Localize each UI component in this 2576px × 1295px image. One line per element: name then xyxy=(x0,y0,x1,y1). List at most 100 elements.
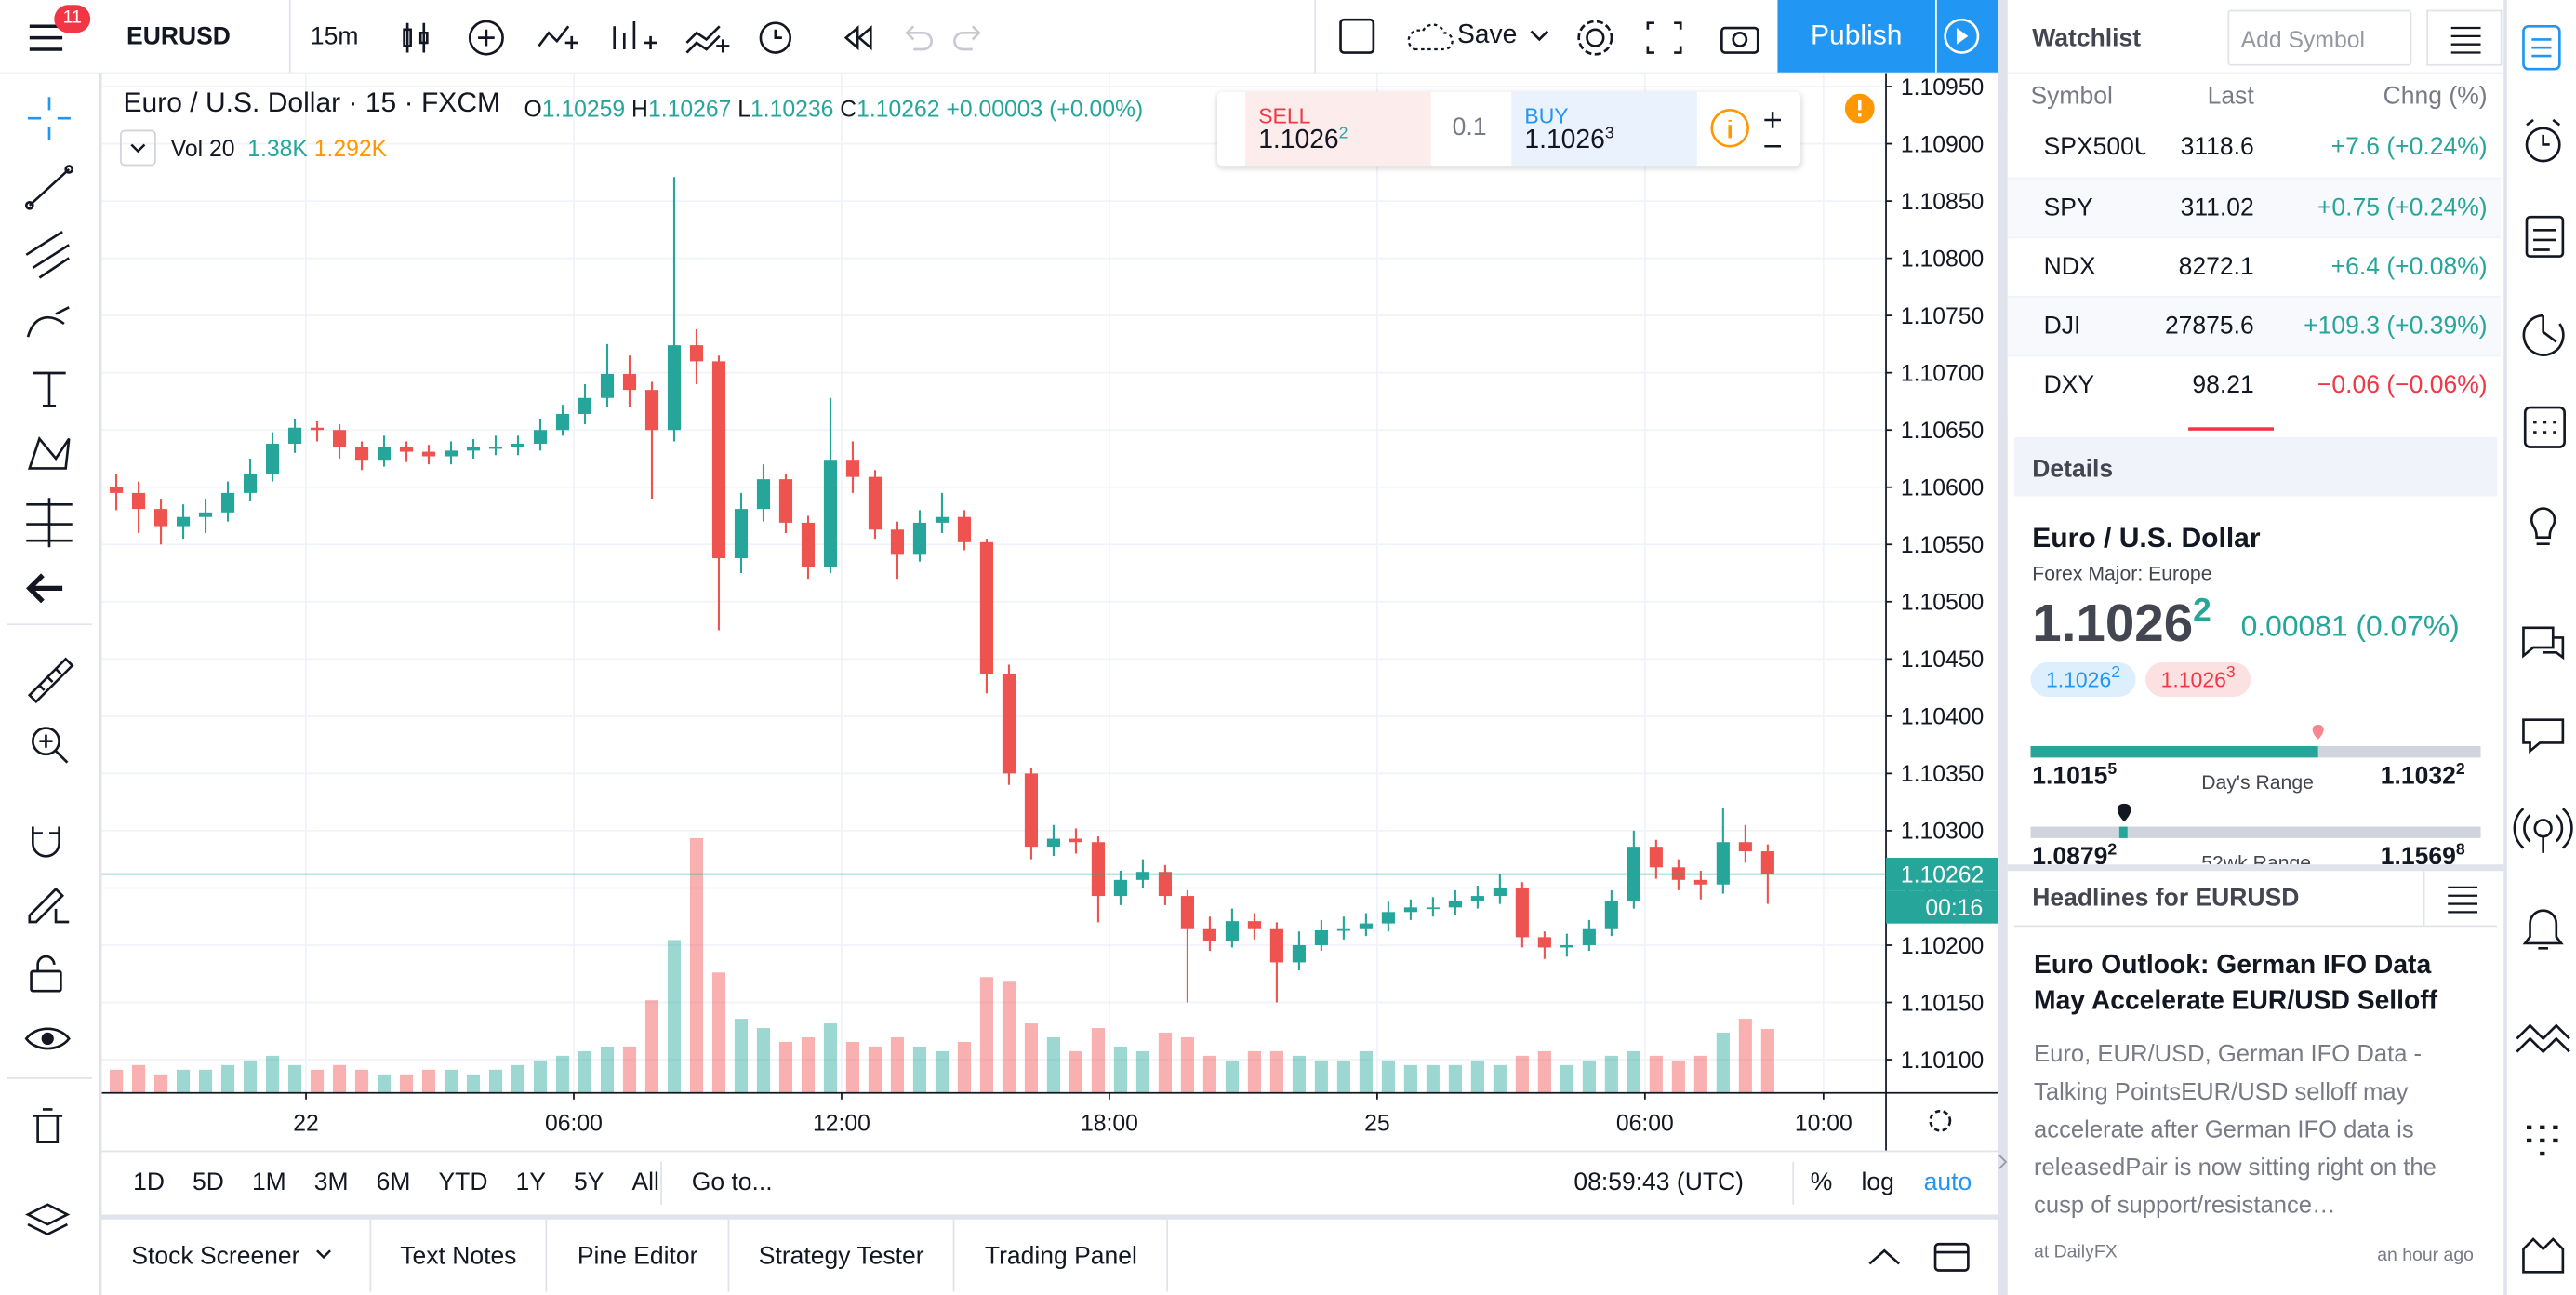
chats-icon[interactable] xyxy=(2522,626,2565,661)
volume-bar xyxy=(421,1069,436,1093)
stay-drawing-tool[interactable] xyxy=(28,887,70,924)
percent-button[interactable]: % xyxy=(1810,1168,1833,1197)
range-button[interactable]: YTD xyxy=(438,1168,488,1197)
watchlist-row[interactable]: DXY 98.21 −0.06 (−0.06%) xyxy=(2007,354,2501,416)
watchlist-row[interactable]: SPY 311.02 +0.75 (+0.24%) xyxy=(2007,177,2501,239)
compare-icon[interactable] xyxy=(468,20,504,56)
range-button[interactable]: 6M xyxy=(376,1168,411,1197)
warning-icon[interactable] xyxy=(1843,92,1876,125)
log-button[interactable]: log xyxy=(1861,1168,1894,1197)
candle-body xyxy=(421,451,436,457)
volume-bar xyxy=(1180,1036,1194,1093)
interval[interactable]: 15m xyxy=(310,22,359,51)
measure-tool[interactable] xyxy=(27,657,74,704)
range-button[interactable]: All xyxy=(631,1168,659,1197)
goto-button[interactable]: Go to... xyxy=(691,1168,773,1197)
volume-bar xyxy=(1269,1050,1283,1093)
range-button[interactable]: 3M xyxy=(313,1168,349,1197)
candle-body xyxy=(1738,842,1752,852)
order-panel-icon[interactable] xyxy=(2516,1023,2570,1054)
streams-icon[interactable] xyxy=(2522,718,2565,754)
calendar-icon[interactable] xyxy=(2523,406,2566,448)
indicators-icon[interactable] xyxy=(538,25,578,49)
lock-tool[interactable] xyxy=(30,969,62,993)
fib-tool[interactable] xyxy=(25,230,70,279)
bottom-tab[interactable]: Stock Screener xyxy=(102,1219,371,1292)
ideas-icon[interactable] xyxy=(2530,507,2556,546)
snapshot-icon[interactable] xyxy=(1720,26,1759,54)
signals-icon[interactable] xyxy=(2533,819,2553,838)
panel-controls[interactable] xyxy=(1866,1239,1982,1275)
layers-tool[interactable] xyxy=(25,1203,71,1236)
forecast-tool[interactable] xyxy=(26,498,73,548)
range-button[interactable]: 1D xyxy=(133,1168,165,1197)
fullscreen-icon[interactable] xyxy=(1646,21,1682,54)
settings-icon[interactable] xyxy=(1586,28,1605,47)
candle-body xyxy=(176,516,191,527)
headlines-menu[interactable] xyxy=(2423,871,2501,926)
stream-button[interactable] xyxy=(1936,0,1998,73)
watchlist-row[interactable]: SPX500USD 3118.6 +7.6 (+0.24%) xyxy=(2007,118,2501,178)
layout-icon[interactable] xyxy=(1337,17,1376,56)
back-tool[interactable] xyxy=(26,573,63,604)
save-chevron[interactable] xyxy=(1528,28,1551,45)
remove-tool[interactable] xyxy=(33,1108,63,1144)
hotlist-icon[interactable] xyxy=(2522,314,2565,356)
candle-body xyxy=(578,397,592,414)
symbol[interactable]: EURUSD xyxy=(126,22,231,51)
crosshair-tool[interactable] xyxy=(28,97,71,140)
redo-icon[interactable] xyxy=(953,25,981,51)
bottom-tab[interactable]: Pine Editor xyxy=(548,1219,730,1292)
trendline-tool[interactable] xyxy=(28,167,71,207)
quantity[interactable]: 0.1 xyxy=(1452,113,1487,141)
watchlist-menu[interactable] xyxy=(2426,9,2503,66)
watchlist-row[interactable]: NDX 8272.1 +6.4 (+0.08%) xyxy=(2007,236,2501,298)
volume-bar xyxy=(1002,981,1016,1093)
hide-tool[interactable] xyxy=(24,1027,71,1050)
replay-icon[interactable] xyxy=(843,25,872,51)
dom-icon[interactable] xyxy=(2526,1125,2558,1156)
details-header: Details xyxy=(2013,436,2498,497)
save-button[interactable]: Save xyxy=(1456,20,1518,49)
chart-type-icon[interactable] xyxy=(403,22,429,53)
alerts-icon[interactable] xyxy=(2525,127,2561,163)
text-tool[interactable] xyxy=(33,371,66,407)
panel-splitter[interactable] xyxy=(1998,1151,2008,1174)
legend-collapse[interactable] xyxy=(119,129,156,167)
volume-bar xyxy=(1604,1055,1618,1093)
range-button[interactable]: 1Y xyxy=(515,1168,546,1197)
bottom-tab[interactable]: Trading Panel xyxy=(955,1219,1169,1292)
magnet-tool[interactable] xyxy=(32,826,60,858)
auto-button[interactable]: auto xyxy=(1923,1168,1972,1197)
strategies-icon[interactable] xyxy=(685,25,730,54)
add-symbol-input[interactable]: Add Symbol xyxy=(2227,9,2412,66)
data-window-icon[interactable] xyxy=(2525,215,2565,258)
range-bar: 1D 5D 1M 3M 6M YTD 1Y 5Y All Go to... 08:59:43 (… xyxy=(101,1150,1998,1215)
pattern-tool[interactable] xyxy=(27,435,71,470)
volume-bar xyxy=(1158,1033,1172,1093)
sell-button[interactable]: SELL 1.10262 xyxy=(1245,91,1431,167)
buy-button[interactable]: BUY 1.10263 xyxy=(1511,91,1697,167)
volume-bar xyxy=(644,1000,659,1093)
watchlist-row[interactable]: DJI 27875.6 +109.3 (+0.39%) xyxy=(2007,295,2501,357)
undo-icon[interactable] xyxy=(905,25,933,51)
bottom-tab[interactable]: Text Notes xyxy=(370,1219,549,1292)
range-button[interactable]: 5D xyxy=(193,1168,224,1197)
volume-bar xyxy=(868,1046,883,1093)
brush-tool[interactable] xyxy=(26,306,70,338)
range-button[interactable]: 5Y xyxy=(574,1168,604,1197)
alert-icon[interactable] xyxy=(759,21,792,54)
templates-icon[interactable] xyxy=(613,20,657,49)
publish-button[interactable]: Publish xyxy=(1777,0,1936,73)
candle-body xyxy=(689,345,704,362)
volume-bar xyxy=(511,1064,525,1093)
zoom-tool[interactable] xyxy=(32,727,60,756)
broker-icon[interactable] xyxy=(2522,1237,2565,1274)
axis-settings[interactable] xyxy=(1929,1109,1952,1132)
tab-chevron[interactable] xyxy=(310,1248,339,1264)
range-button[interactable]: 1M xyxy=(251,1168,286,1197)
bottom-tab[interactable]: Strategy Tester xyxy=(729,1219,956,1292)
headline-title[interactable]: Euro Outlook: German IFO Data May Accele… xyxy=(2034,951,2438,1016)
watchlist-icon[interactable] xyxy=(2522,24,2561,71)
notifications-icon[interactable] xyxy=(2522,909,2564,950)
